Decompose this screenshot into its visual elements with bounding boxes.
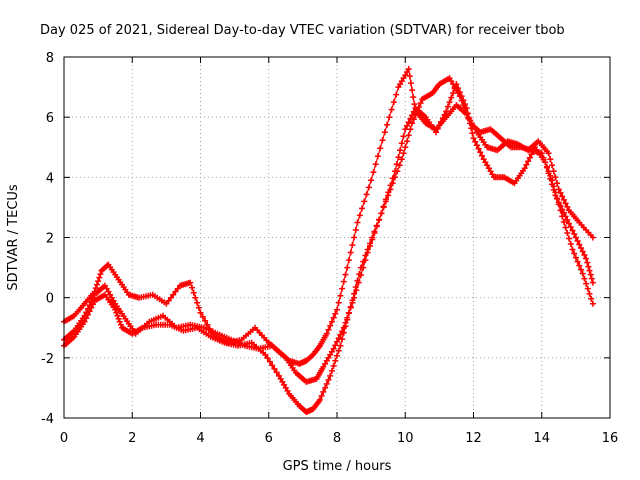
x-tick-label: 6 bbox=[265, 431, 273, 446]
series-1 bbox=[61, 66, 596, 367]
x-tick-label: 12 bbox=[465, 431, 482, 446]
x-tick-label: 14 bbox=[533, 431, 550, 446]
x-tick-label: 10 bbox=[397, 431, 414, 446]
series-markers bbox=[61, 66, 596, 367]
x-tick-label: 2 bbox=[128, 431, 136, 446]
x-tick-label: 8 bbox=[333, 431, 341, 446]
x-tick-label: 0 bbox=[60, 431, 68, 446]
y-axis-label: SDTVAR / TECUs bbox=[6, 184, 21, 291]
y-tick-label: 4 bbox=[46, 171, 54, 186]
y-tick-label: 6 bbox=[46, 111, 54, 126]
y-tick-label: 8 bbox=[46, 51, 54, 66]
y-tick-label: 0 bbox=[46, 292, 54, 307]
series-3 bbox=[61, 75, 596, 415]
plot-frame bbox=[63, 56, 611, 419]
series-line bbox=[63, 83, 594, 383]
series-markers bbox=[61, 75, 596, 415]
data-series bbox=[61, 66, 596, 415]
axis-ticks: 0 2 4 6 8 10 12 14 16 -4 -2 0 2 4 6 8 bbox=[41, 51, 618, 446]
x-axis-label: GPS time / hours bbox=[283, 459, 392, 474]
series-line bbox=[63, 68, 594, 365]
grid bbox=[64, 57, 610, 418]
series-line bbox=[63, 77, 594, 413]
series-markers bbox=[61, 81, 596, 385]
series-2 bbox=[61, 81, 596, 385]
y-tick-label: -2 bbox=[41, 352, 54, 367]
x-tick-label: 16 bbox=[602, 431, 619, 446]
chart-title: Day 025 of 2021, Sidereal Day-to-day VTE… bbox=[40, 23, 565, 38]
y-tick-label: 2 bbox=[46, 232, 54, 247]
x-tick-label: 4 bbox=[196, 431, 204, 446]
y-tick-label: -4 bbox=[41, 412, 54, 427]
